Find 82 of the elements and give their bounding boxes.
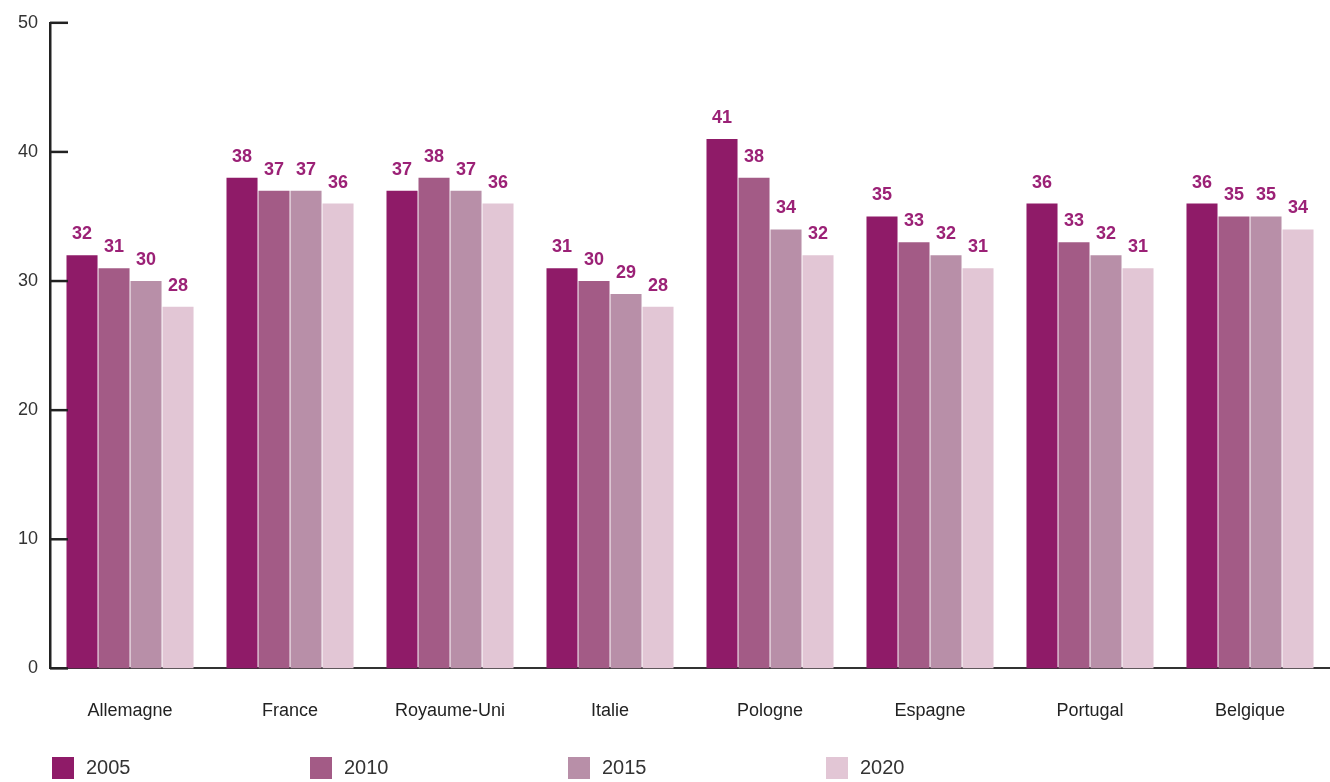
data-label: 35: [1255, 184, 1277, 205]
data-label: 38: [743, 145, 765, 166]
x-tick-label: Allemagne: [87, 700, 173, 721]
bar: [386, 190, 418, 669]
bar: [738, 177, 770, 669]
data-label: 30: [136, 249, 157, 270]
data-label: 38: [424, 145, 445, 166]
data-label: 33: [1063, 210, 1085, 231]
y-tick-label: 20: [17, 399, 39, 420]
data-label: 34: [775, 197, 797, 218]
x-tick-label: Portugal: [1056, 700, 1124, 721]
bar: [322, 203, 354, 669]
bar: [226, 177, 258, 669]
data-label: 35: [871, 184, 893, 205]
bar: [290, 190, 322, 669]
bar: [1250, 216, 1282, 669]
data-label: 37: [392, 158, 413, 179]
y-tick-label: 10: [17, 528, 39, 549]
data-label: 41: [711, 106, 733, 127]
data-label: 31: [104, 236, 125, 257]
data-label: 35: [1223, 184, 1245, 205]
data-label: 32: [1095, 223, 1117, 244]
x-tick-label: Espagne: [894, 700, 966, 721]
bar: [546, 268, 578, 669]
legend-label: 2010: [344, 756, 389, 779]
bar: [418, 177, 450, 669]
bar: [1186, 203, 1218, 669]
bar: [962, 268, 994, 669]
data-label: 28: [168, 274, 189, 295]
x-tick-label: France: [262, 700, 319, 721]
data-label: 36: [488, 171, 509, 192]
bar: [1090, 255, 1122, 669]
bar: [98, 268, 130, 669]
bar: [770, 229, 802, 669]
data-label: 33: [903, 210, 925, 231]
bar: [1122, 268, 1154, 669]
data-label: 29: [616, 261, 637, 282]
bar: [898, 242, 930, 669]
bar: [642, 306, 674, 669]
data-label: 32: [935, 223, 957, 244]
data-label: 37: [456, 158, 477, 179]
bar: [482, 203, 514, 669]
bar: [610, 293, 642, 669]
bar: [66, 255, 98, 669]
bar: [130, 281, 162, 669]
data-label: 32: [72, 223, 93, 244]
bar: [866, 216, 898, 669]
bar: [1218, 216, 1250, 669]
x-tick-label: Pologne: [736, 700, 804, 721]
legend-label: 2005: [86, 756, 131, 779]
data-label: 38: [232, 145, 253, 166]
data-label: 36: [1191, 171, 1213, 192]
bar: [930, 255, 962, 669]
bar: [1058, 242, 1090, 669]
bar: [1026, 203, 1058, 669]
bar: [450, 190, 482, 669]
legend-label: 2015: [602, 756, 647, 779]
data-label: 34: [1287, 197, 1309, 218]
data-label: 37: [264, 158, 285, 179]
legend-label: 2020: [860, 756, 905, 779]
data-label: 31: [552, 236, 573, 257]
y-tick-label: 40: [17, 140, 39, 161]
x-tick-label: Belgique: [1214, 700, 1286, 721]
bar: [162, 306, 194, 669]
y-tick-label: 0: [28, 657, 39, 678]
x-tick-label: Royaume-Uni: [394, 700, 506, 721]
data-label: 36: [1031, 171, 1053, 192]
data-label: 37: [296, 158, 317, 179]
x-tick-label: Italie: [591, 700, 630, 721]
bar: [258, 190, 290, 669]
y-tick-label: 50: [17, 11, 39, 32]
bar: [706, 139, 738, 669]
data-label: 32: [807, 223, 829, 244]
data-label: 28: [648, 274, 669, 295]
data-label: 36: [328, 171, 349, 192]
bar: [1282, 229, 1314, 669]
bar: [802, 255, 834, 669]
data-label: 31: [1127, 236, 1149, 257]
data-label: 31: [967, 236, 989, 257]
y-tick-label: 30: [17, 270, 39, 291]
bar: [578, 281, 610, 669]
data-label: 30: [584, 249, 605, 270]
